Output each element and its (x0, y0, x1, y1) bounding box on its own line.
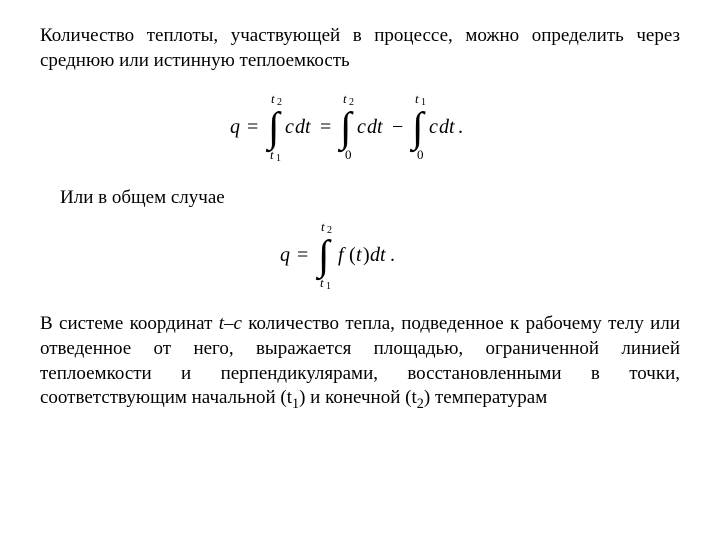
p2-t2-sub: 2 (417, 396, 424, 412)
p2-suffix: ) температурам (424, 387, 547, 408)
p2-sep: – (224, 313, 234, 334)
svg-text:c: c (285, 116, 294, 138)
svg-text:c: c (357, 116, 366, 138)
svg-text:c: c (429, 116, 438, 138)
svg-text:t: t (320, 275, 324, 290)
svg-text:t: t (270, 147, 274, 162)
svg-text:2: 2 (349, 97, 354, 108)
svg-text:∫: ∫ (315, 233, 332, 281)
svg-text:dt: dt (367, 116, 383, 138)
svg-text:=: = (297, 244, 308, 266)
svg-text:.: . (390, 244, 395, 266)
svg-text:q: q (230, 116, 240, 138)
p2-italic-c: c (234, 313, 242, 334)
svg-text:1: 1 (421, 97, 426, 108)
svg-text:0: 0 (345, 147, 352, 162)
svg-text:2: 2 (277, 97, 282, 108)
svg-text:): ) (363, 244, 370, 266)
equation-svg-1: q = ∫ t 2 t 1 c dt = ∫ t 2 0 c dt − (230, 89, 490, 163)
equation-svg-2: q = ∫ t 2 t 1 f ( t ) dt . (280, 217, 440, 291)
p2-mid2: ) и конечной ( (299, 387, 411, 408)
formula-q-ft: q = ∫ t 2 t 1 f ( t ) dt . (40, 217, 680, 296)
svg-text:−: − (392, 116, 403, 138)
svg-text:dt: dt (370, 244, 386, 266)
formula-q-integrals: q = ∫ t 2 t 1 c dt = ∫ t 2 0 c dt − (40, 89, 680, 168)
intertext-general-case: Или в общем случае (60, 187, 680, 209)
svg-text:t: t (356, 244, 362, 266)
svg-text:t: t (321, 219, 325, 234)
svg-text:1: 1 (276, 153, 281, 163)
svg-text:.: . (458, 116, 463, 138)
svg-text:=: = (320, 116, 331, 138)
svg-text:0: 0 (417, 147, 424, 162)
svg-text:t: t (415, 91, 419, 106)
svg-text:t: t (343, 91, 347, 106)
svg-text:q: q (280, 244, 290, 266)
page-root: Количество теплоты, участвующей в процес… (0, 0, 720, 435)
p2-prefix: В системе координат (40, 313, 219, 334)
paragraph-tc-system: В системе координат t–c количество тепла… (40, 312, 680, 411)
svg-text:2: 2 (327, 225, 332, 236)
svg-text:f: f (338, 244, 346, 266)
svg-text:∫: ∫ (265, 105, 282, 153)
svg-text:dt: dt (439, 116, 455, 138)
svg-text:1: 1 (326, 281, 331, 291)
svg-text:∫: ∫ (409, 105, 426, 153)
svg-text:t: t (271, 91, 275, 106)
svg-text:(: ( (349, 244, 356, 266)
svg-text:=: = (247, 116, 258, 138)
paragraph-heat-definition: Количество теплоты, участвующей в процес… (40, 24, 680, 73)
svg-text:dt: dt (295, 116, 311, 138)
svg-text:∫: ∫ (337, 105, 354, 153)
